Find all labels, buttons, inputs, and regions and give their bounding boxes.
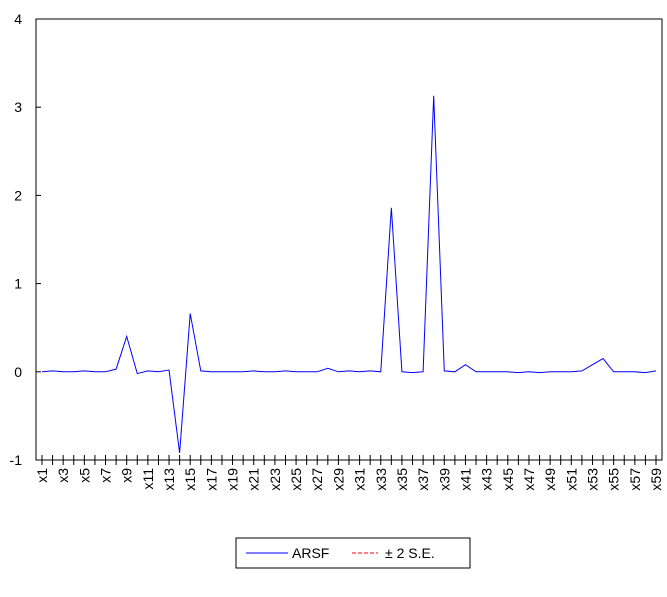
x-tick-label: x45 (500, 468, 516, 491)
x-tick-label: x15 (182, 468, 198, 491)
x-tick-label: x7 (98, 468, 114, 483)
x-tick-label: x19 (225, 468, 241, 491)
x-tick-label: x3 (55, 468, 71, 483)
x-tick-label: x59 (648, 468, 664, 491)
y-axis: -1 0 1 2 3 4 (10, 11, 41, 468)
x-tick-label: x23 (267, 468, 283, 491)
legend: ARSF ± 2 S.E. (235, 537, 471, 569)
x-tick-label: x33 (373, 468, 389, 491)
y-tick-label: 3 (14, 99, 22, 115)
x-tick-label: x17 (203, 468, 219, 491)
x-tick-label: x57 (627, 468, 643, 491)
series-layer (41, 95, 657, 454)
x-tick-label: x5 (76, 468, 92, 483)
legend-label-arsf: ARSF (292, 545, 329, 561)
y-tick-label: 4 (14, 11, 22, 27)
x-tick-label: x55 (606, 468, 622, 491)
x-tick-label: x41 (457, 468, 473, 491)
x-axis: x1 x3 x5 x7 x9 x11 x13 x15 x17 x19 x21 x23 x25 x27 x29… (34, 455, 664, 491)
plot-frame (35, 18, 663, 461)
x-tick-label: x11 (140, 468, 156, 490)
x-tick-label: x27 (309, 468, 325, 491)
x-tick-label: x9 (119, 468, 135, 483)
plot-area (35, 18, 663, 461)
x-tick-label: x1 (34, 468, 50, 483)
x-tick-label: x43 (479, 468, 495, 491)
x-tick-label: x47 (521, 468, 537, 491)
x-tick-label: x25 (288, 468, 304, 491)
x-tick-label: x13 (161, 468, 177, 491)
legend-label-se: ± 2 S.E. (385, 545, 435, 561)
x-tick-label: x51 (563, 468, 579, 491)
x-tick-label: x21 (246, 468, 262, 491)
series-line-0 (41, 95, 657, 454)
x-tick-label: x49 (542, 468, 558, 491)
x-tick-label: x31 (352, 468, 368, 491)
x-tick-label: x35 (394, 468, 410, 491)
x-tick-label: x39 (436, 468, 452, 491)
x-tick-label: x29 (330, 468, 346, 491)
y-tick-label: -1 (10, 452, 23, 468)
x-tick-label: x37 (415, 468, 431, 491)
y-tick-label: 0 (14, 364, 22, 380)
y-tick-label: 1 (14, 276, 22, 292)
y-tick-label: 2 (14, 187, 22, 203)
x-tick-label: x53 (584, 468, 600, 491)
